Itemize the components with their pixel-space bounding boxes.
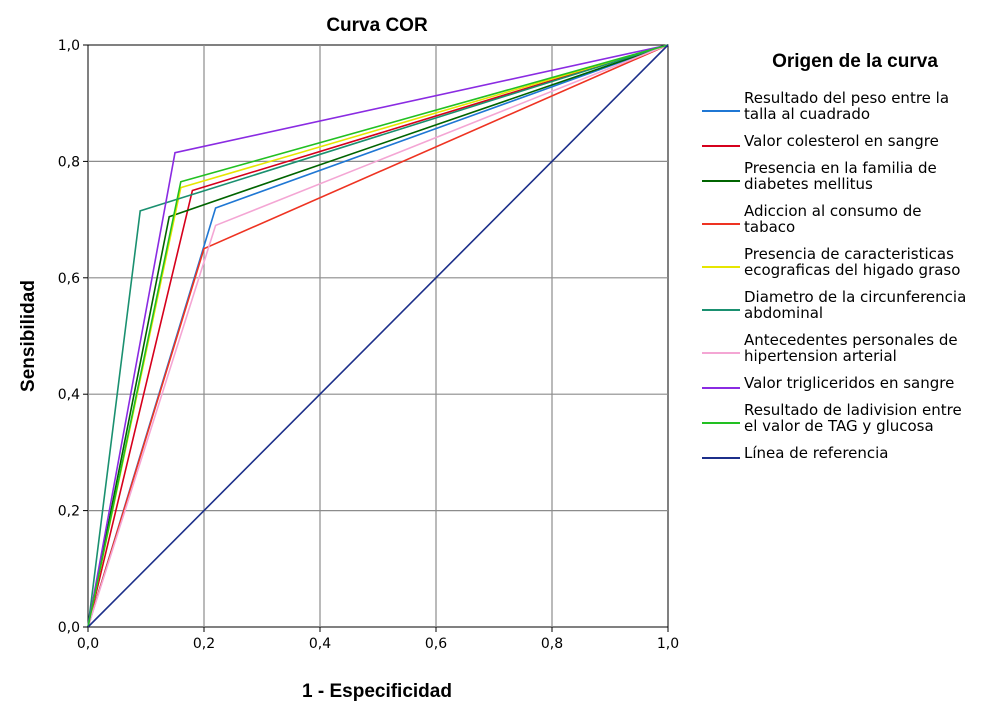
x-axis-label: 1 - Especificidad	[302, 681, 452, 702]
series-line-2	[87, 44, 669, 628]
legend-label: Presencia de caracteristicas	[744, 245, 954, 263]
legend-label: tabaco	[744, 218, 795, 236]
series-line-3	[87, 44, 669, 628]
legend-label: Resultado del peso entre la	[744, 89, 949, 107]
legend-label: ecograficas del higado graso	[744, 261, 960, 279]
series-lines	[87, 44, 669, 628]
y-tick-label: 0,8	[58, 154, 80, 170]
y-tick-label: 1,0	[58, 38, 80, 54]
y-tick-label: 0,0	[58, 620, 80, 636]
chart-title: Curva COR	[326, 15, 428, 36]
legend-label: Línea de referencia	[744, 444, 889, 462]
legend-label: diabetes mellitus	[744, 175, 873, 193]
legend-label: abdominal	[744, 304, 823, 322]
legend-label: Diametro de la circunferencia	[744, 288, 966, 306]
legend-label: Resultado de ladivision entre	[744, 401, 962, 419]
x-tick-label: 0,2	[193, 636, 215, 652]
legend-label: Antecedentes personales de	[744, 331, 958, 349]
x-tick-label: 0,4	[309, 636, 331, 652]
series-line-8	[87, 44, 669, 628]
y-tick-label: 0,4	[58, 387, 80, 403]
legend-label: hipertension arterial	[744, 347, 897, 365]
series-line-6	[87, 44, 669, 628]
x-tick-label: 0,0	[77, 636, 99, 652]
series-line-4	[87, 44, 669, 628]
y-axis-ticks: 0,0 0,2 0,4 0,6 0,8 1,0	[58, 38, 88, 636]
legend-label: talla al cuadrado	[744, 105, 870, 123]
legend-label: el valor de TAG y glucosa	[744, 417, 934, 435]
legend-title: Origen de la curva	[772, 51, 938, 72]
legend-label: Adiccion al consumo de	[744, 202, 922, 220]
y-tick-label: 0,6	[58, 271, 80, 287]
x-tick-label: 1,0	[657, 636, 679, 652]
legend-label: Presencia en la familia de	[744, 159, 937, 177]
series-line-9	[87, 44, 669, 628]
y-tick-label: 0,2	[58, 504, 80, 520]
y-axis-label: Sensibilidad	[18, 280, 39, 392]
x-tick-label: 0,8	[541, 636, 563, 652]
legend-label: Valor colesterol en sangre	[744, 132, 939, 150]
x-tick-label: 0,6	[425, 636, 447, 652]
x-axis-ticks: 0,0 0,2 0,4 0,6 0,8 1,0	[77, 627, 679, 652]
series-line-7	[87, 44, 669, 628]
legend-label: Valor trigliceridos en sangre	[744, 374, 954, 392]
series-line-10	[87, 44, 669, 628]
